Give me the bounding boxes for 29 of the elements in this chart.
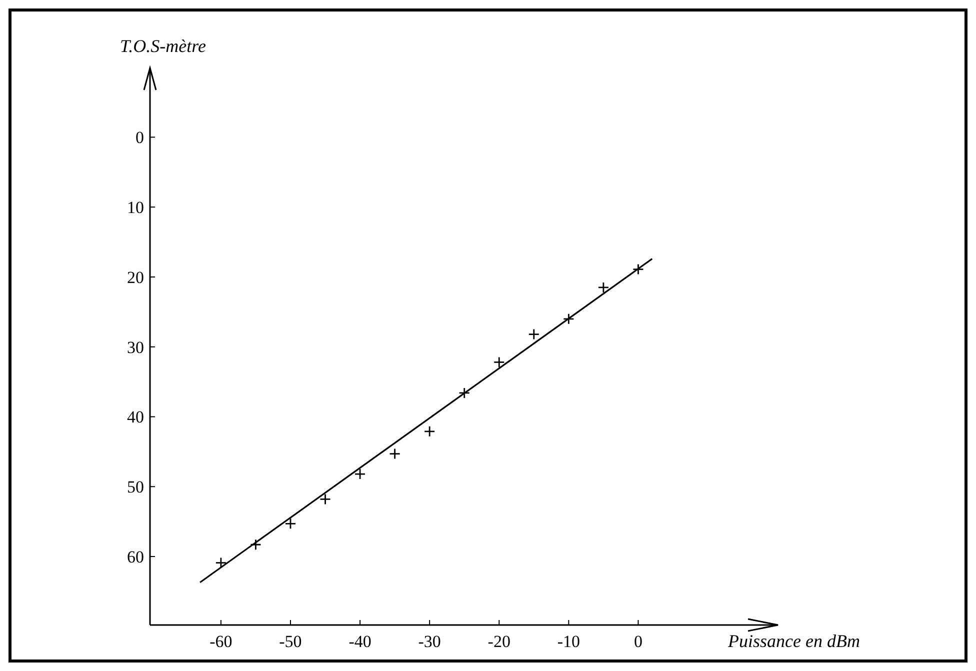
y-tick-label: 10: [127, 198, 144, 218]
x-tick-label: 0: [634, 632, 642, 651]
point: [389, 448, 400, 460]
x-axis-title: Puissance en dBm: [727, 631, 860, 651]
point: [458, 387, 470, 399]
point: [424, 426, 436, 438]
point: [354, 468, 366, 480]
point: [493, 356, 505, 368]
point: [632, 264, 644, 275]
x-tick-label: -40: [348, 632, 372, 651]
point: [284, 518, 296, 530]
point: [320, 494, 331, 505]
y-tick-label: 20: [127, 268, 144, 287]
point: [598, 282, 610, 294]
y-tick-label: 40: [127, 408, 144, 427]
y-tick-label: 30: [127, 338, 144, 357]
y-tick-label: 0: [136, 128, 144, 148]
x-tick-label: -60: [210, 632, 232, 651]
y-tick-label: 60: [127, 547, 144, 566]
y-tick-label: 50: [127, 478, 144, 497]
point: [215, 557, 227, 568]
x-tick-label: -10: [557, 632, 580, 651]
point: [528, 328, 540, 340]
point: [562, 313, 574, 325]
x-tick-label: -50: [279, 632, 302, 651]
x-tick-label: -30: [418, 632, 441, 651]
point: [250, 538, 262, 550]
y-axis-title: T.O.S-mètre: [120, 36, 206, 56]
x-tick-label: -20: [488, 632, 510, 651]
